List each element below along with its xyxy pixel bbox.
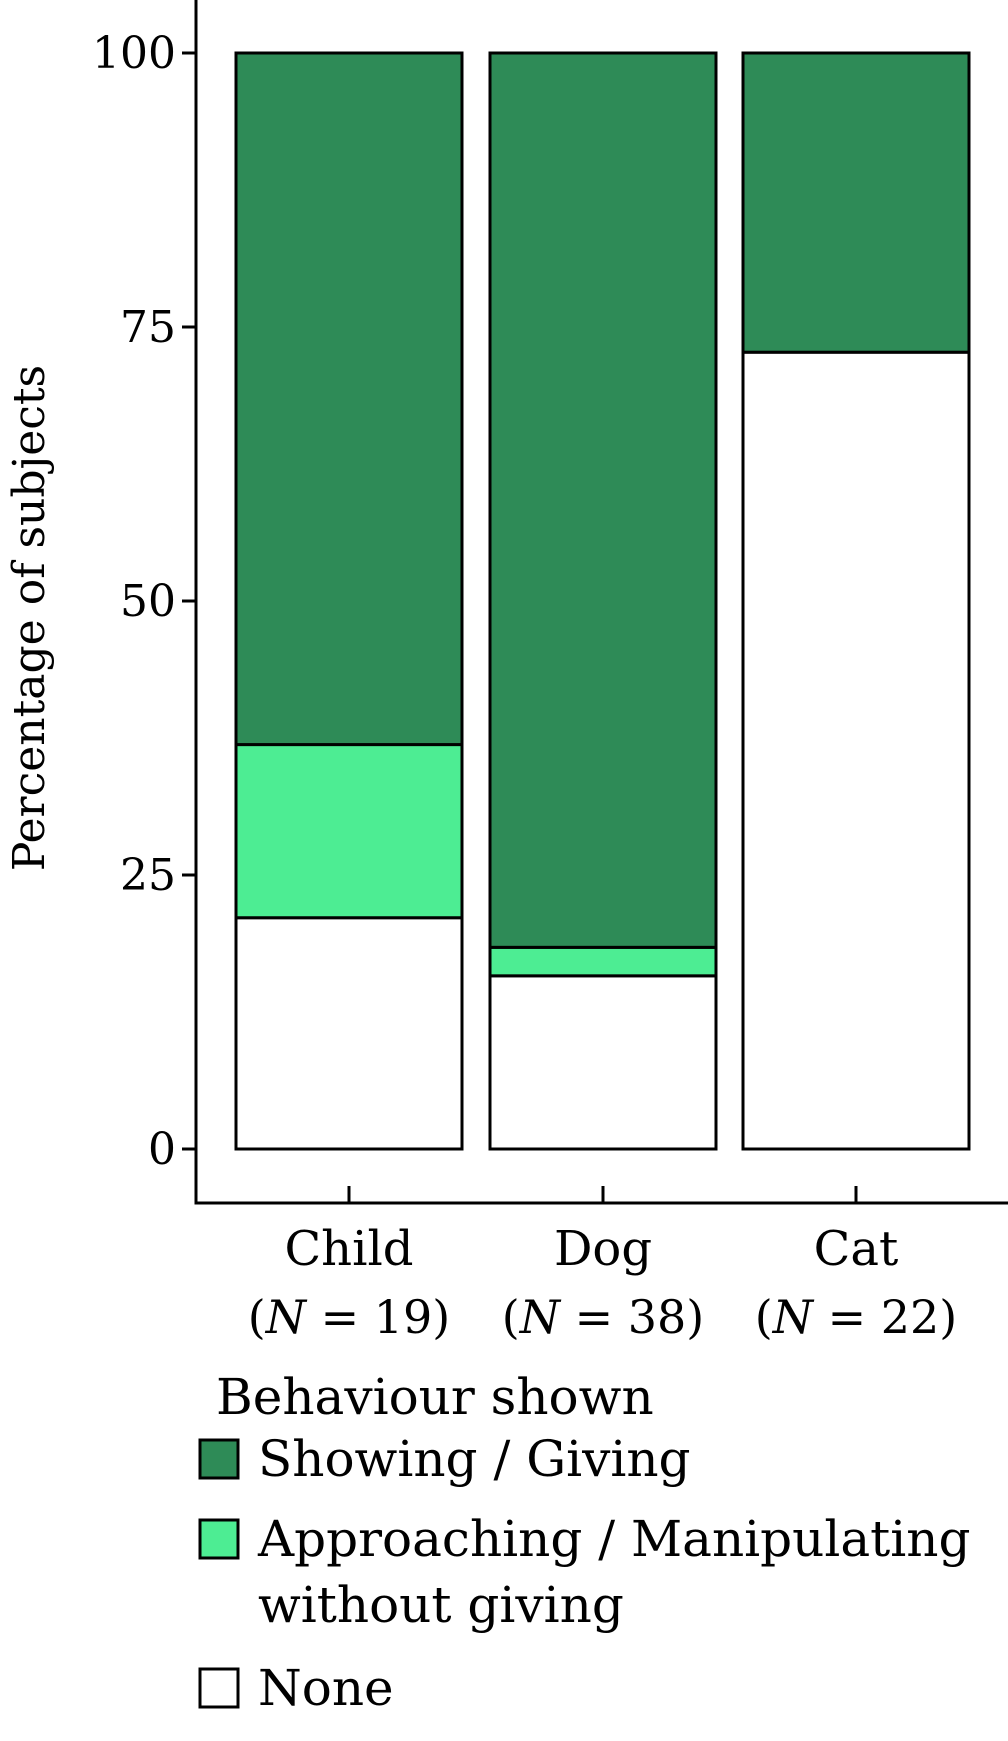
y-tick-label: 0 bbox=[148, 1124, 176, 1175]
bar-stack-child bbox=[234, 51, 464, 1151]
y-tick-label: 25 bbox=[120, 850, 176, 901]
bar-segment bbox=[488, 51, 718, 949]
legend-item: None bbox=[198, 1659, 394, 1717]
legend-item: Approaching / Manipulating without giving bbox=[198, 1510, 970, 1634]
legend-title: Behaviour shown bbox=[216, 1368, 654, 1426]
bar-stack-cat bbox=[741, 51, 971, 1151]
y-axis-title: Percentage of subjects bbox=[4, 365, 55, 871]
bar-stacks bbox=[234, 51, 971, 1151]
legend-label: Showing / Giving bbox=[258, 1430, 691, 1488]
bar-segment bbox=[741, 350, 971, 1151]
x-sample-size-label: (N = 19) bbox=[248, 1290, 450, 1344]
x-sample-size-label: (N = 22) bbox=[755, 1290, 957, 1344]
legend-swatch bbox=[198, 1438, 240, 1480]
bar-segment bbox=[741, 51, 971, 354]
bar-stack-dog bbox=[488, 51, 718, 1151]
bar-segment bbox=[234, 916, 464, 1151]
bar-segment bbox=[488, 974, 718, 1151]
bar-segment bbox=[234, 51, 464, 747]
legend-label: Approaching / Manipulating without giving bbox=[257, 1510, 970, 1634]
x-sample-size-label: (N = 38) bbox=[502, 1290, 704, 1344]
y-axis: 0 25 50 75 100 bbox=[92, 28, 196, 1175]
legend-swatch bbox=[198, 1518, 240, 1560]
legend-label: None bbox=[258, 1659, 394, 1717]
y-tick-label: 50 bbox=[120, 576, 176, 627]
x-axis: Child (N = 19) Dog (N = 38) Cat (N = 22) bbox=[248, 1186, 957, 1344]
x-category-label: Child bbox=[284, 1221, 413, 1277]
y-tick-label: 100 bbox=[92, 28, 176, 79]
y-tick-label: 75 bbox=[120, 302, 176, 353]
plot-frame bbox=[194, 0, 1008, 1205]
x-category-label: Cat bbox=[814, 1221, 899, 1277]
bar-segment bbox=[234, 743, 464, 920]
bar-segment bbox=[488, 945, 718, 978]
x-category-label: Dog bbox=[554, 1221, 652, 1277]
legend-swatch bbox=[198, 1667, 240, 1709]
legend-item: Showing / Giving bbox=[198, 1430, 691, 1488]
